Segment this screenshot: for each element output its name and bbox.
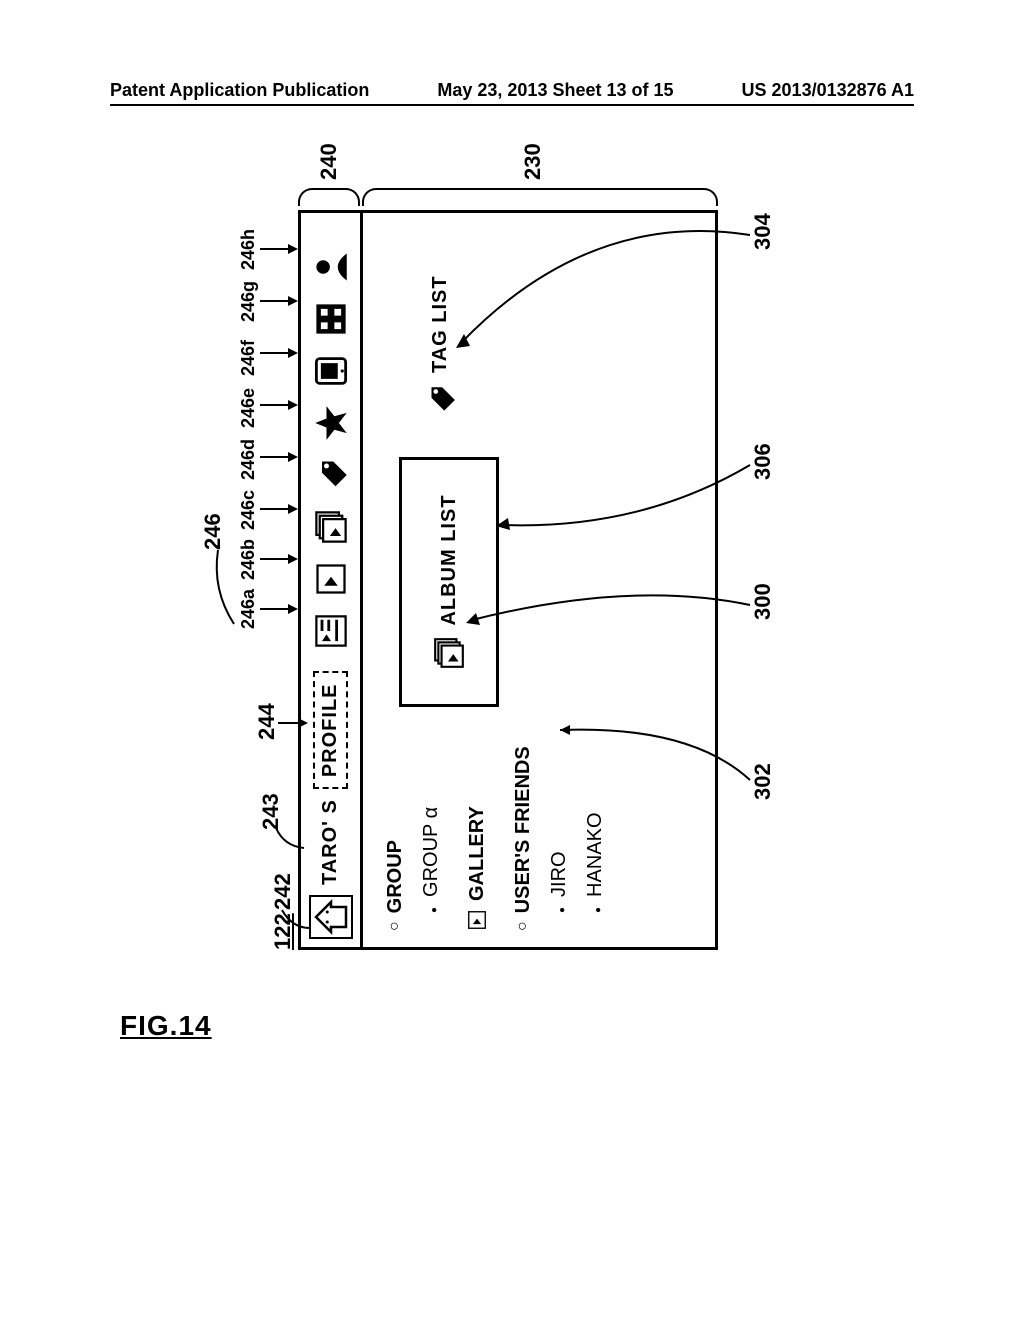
lead-246b — [288, 554, 298, 564]
lead-246-curve — [210, 550, 240, 630]
lead-300-curve — [470, 570, 750, 640]
person-icon[interactable] — [313, 250, 349, 286]
album-list-icon — [432, 636, 466, 670]
brace-230 — [362, 188, 718, 206]
ref-246: 246 — [200, 513, 226, 550]
ref-246f: 246f — [238, 340, 259, 376]
ref-246a: 246a — [238, 589, 259, 629]
header-right: US 2013/0132876 A1 — [742, 80, 914, 101]
album-list-label: ALBUM LIST — [438, 494, 461, 625]
lead-246e — [288, 400, 298, 410]
figure-title-text: FIG.14 — [120, 1010, 212, 1041]
header-divider — [110, 104, 914, 106]
sidebar-hanako-label: HANAKO — [577, 812, 613, 896]
lead-246b-line — [260, 558, 288, 560]
ref-246e: 246e — [238, 388, 259, 428]
lead-243-curve — [276, 820, 304, 850]
tag-list-icon — [423, 383, 457, 417]
lead-302-curve — [560, 665, 750, 785]
ref-240: 240 — [316, 143, 342, 180]
tag-list-label: TAG LIST — [429, 275, 452, 373]
ref-246g: 246g — [238, 281, 259, 322]
lead-304-curve — [460, 210, 750, 350]
feed-icon[interactable] — [313, 614, 349, 650]
sidebar-friends-label: USER'S FRIENDS — [505, 746, 541, 913]
ref-300: 300 — [750, 583, 776, 620]
star-icon[interactable] — [313, 406, 349, 442]
header-left: Patent Application Publication — [110, 80, 369, 101]
tag-icon[interactable] — [313, 458, 349, 494]
grid-icon[interactable] — [313, 302, 349, 338]
lead-246a-line — [260, 608, 288, 610]
home-button[interactable] — [309, 895, 353, 939]
lead-246g — [288, 296, 298, 306]
lead-244-arrow — [298, 718, 308, 728]
sidebar-group-heading[interactable]: GROUP — [377, 729, 413, 931]
diagram-stage: 122 TARO' S PROFILE — [130, 150, 860, 970]
lead-246d — [288, 452, 298, 462]
ref-304: 304 — [750, 213, 776, 250]
lead-246d-line — [260, 456, 288, 458]
lead-242-curve — [282, 900, 310, 930]
lead-246g-line — [260, 300, 288, 302]
lead-246c-line — [260, 508, 288, 510]
lead-246f — [288, 348, 298, 358]
ref-306: 306 — [750, 443, 776, 480]
ref-246h: 246h — [238, 229, 259, 270]
lead-306-curve — [500, 440, 750, 530]
profile-box[interactable]: PROFILE — [313, 672, 348, 790]
album-icon[interactable] — [313, 510, 349, 546]
toolbar-icon-row — [313, 250, 349, 650]
sidebar-friends-heading[interactable]: USER'S FRIENDS — [505, 729, 541, 931]
figure-title: FIG.14 — [120, 1010, 212, 1042]
username-label: TARO' S — [319, 799, 342, 885]
header-middle: May 23, 2013 Sheet 13 of 15 — [437, 80, 673, 101]
sidebar-group-alpha-label: GROUP α — [413, 807, 449, 897]
lead-246h-line — [260, 248, 288, 250]
sidebar-group-label: GROUP — [377, 840, 413, 913]
ref-244: 244 — [254, 703, 280, 740]
ref-246d: 246d — [238, 439, 259, 480]
lead-244-line — [278, 722, 300, 724]
gallery-icon — [466, 909, 488, 931]
ref-246b: 246b — [238, 539, 259, 580]
brace-240 — [298, 188, 360, 206]
diagram: 122 TARO' S PROFILE — [170, 170, 820, 950]
lead-246h — [288, 244, 298, 254]
ref-246c: 246c — [238, 490, 259, 530]
sidebar-item-group-alpha[interactable]: GROUP α — [413, 729, 449, 931]
tag-list-button[interactable]: TAG LIST — [423, 275, 457, 417]
tablet-icon[interactable] — [313, 354, 349, 390]
lead-246f-line — [260, 352, 288, 354]
page-header: Patent Application Publication May 23, 2… — [0, 80, 1024, 101]
ref-230: 230 — [520, 143, 546, 180]
lead-246a — [288, 604, 298, 614]
toolbar: TARO' S PROFILE — [301, 213, 363, 947]
photo-icon[interactable] — [313, 562, 349, 598]
sidebar-gallery-label: GALLERY — [459, 806, 495, 901]
ref-302: 302 — [750, 763, 776, 800]
home-icon — [311, 897, 351, 937]
username-area: TARO' S PROFILE — [313, 672, 348, 886]
sidebar-gallery[interactable]: GALLERY — [459, 729, 495, 931]
lead-246e-line — [260, 404, 288, 406]
sidebar-jiro-label: JIRO — [541, 851, 577, 897]
lead-246c — [288, 504, 298, 514]
